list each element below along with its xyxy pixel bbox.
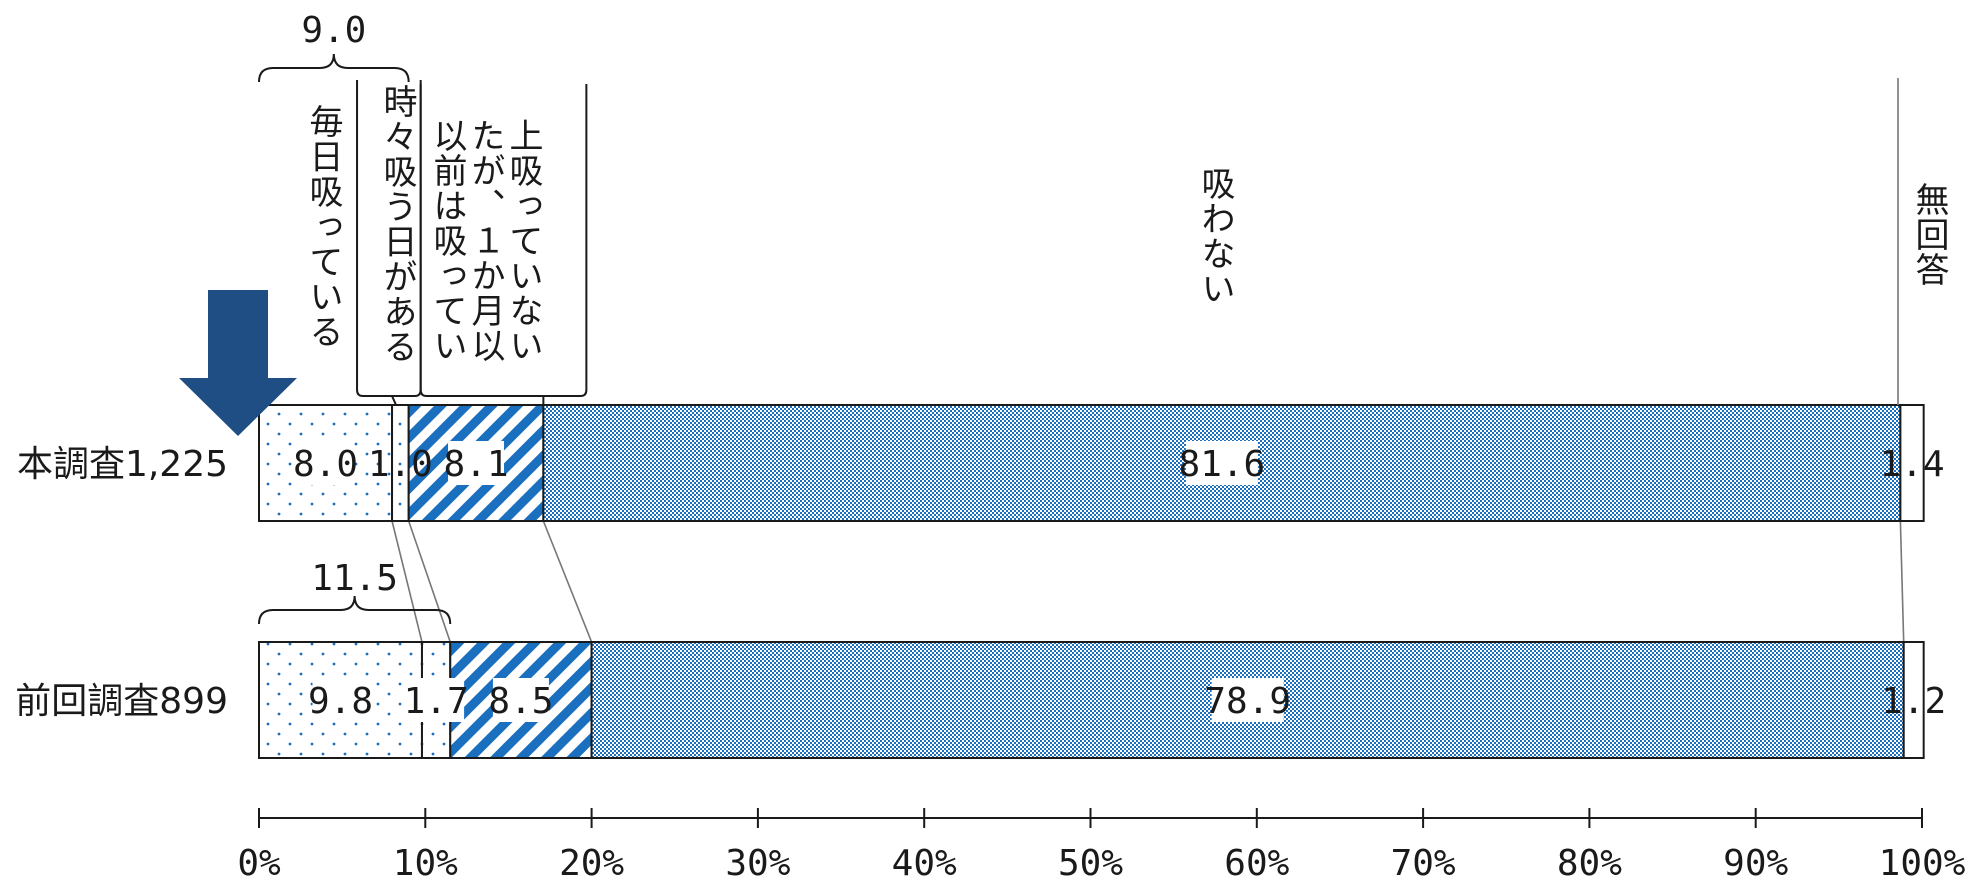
value-label: 9.8: [308, 681, 373, 722]
x-axis: 0% 10% 20% 30% 40% 50% 60% 70% 80% 90% 100%: [237, 808, 1966, 884]
x-tick-label: 0%: [237, 843, 281, 884]
subtotal-brace: [258, 595, 452, 625]
bar-segments: [258, 404, 1925, 759]
value-label: 8.0: [293, 444, 358, 485]
value-label-bg: [448, 441, 505, 485]
series-header-frames: [356, 78, 1899, 406]
value-label-bg: [492, 678, 549, 722]
connector-line: [391, 520, 423, 643]
subtotal-label: 9.0: [301, 10, 366, 51]
x-tick-label: 20%: [559, 843, 624, 884]
subtotal-brackets: 9.0 11.5: [258, 10, 452, 625]
x-tick-label: 30%: [725, 843, 790, 884]
series-header-former-smoker: 上吸っていない たが、１か月以 以前は吸ってい: [427, 118, 543, 363]
subtotal-brace: [258, 53, 410, 83]
value-label: 8.1: [444, 444, 509, 485]
connector-line: [407, 520, 452, 643]
value-label-bg: [1185, 441, 1258, 485]
category-label: 本調査1,225: [17, 444, 228, 485]
category-labels: 本調査1,225 前回調査899: [15, 444, 228, 722]
value-label: 81.6: [1179, 444, 1266, 485]
series-header-non-smoker: 吸わない: [1195, 166, 1235, 306]
value-labels: 8.0 1.0 8.1 81.6 1.4 9.8 1.7 8.5 78.9 1.2: [293, 441, 1946, 722]
down-arrow-icon: [179, 290, 297, 436]
value-label: 8.5: [488, 681, 553, 722]
value-label-bg: [297, 441, 354, 485]
x-tick-label: 90%: [1723, 843, 1788, 884]
value-label: 1.0: [368, 444, 433, 485]
x-tick-label: 10%: [393, 843, 458, 884]
connector-line: [542, 520, 593, 643]
x-tick-label: 70%: [1391, 843, 1456, 884]
category-label: 前回調査899: [15, 681, 228, 722]
x-tick-label: 40%: [892, 843, 957, 884]
value-label-bg: [1211, 678, 1284, 722]
value-label: 1.2: [1881, 681, 1946, 722]
value-label: 78.9: [1204, 681, 1291, 722]
value-label: 1.4: [1880, 444, 1945, 485]
value-label: 1.7: [404, 681, 469, 722]
connector-line: [1899, 520, 1905, 643]
bar-segment: [1902, 641, 1925, 759]
series-header-no-answer: 無回答: [1909, 182, 1949, 287]
bar-segment: [1899, 404, 1925, 522]
x-tick-label: 50%: [1058, 843, 1123, 884]
value-label-bg: [312, 678, 369, 722]
x-tick-label: 80%: [1557, 843, 1622, 884]
header-frame: [419, 84, 588, 397]
header-leader: [391, 395, 397, 406]
segment-connector-lines: [391, 520, 1905, 643]
series-header-occasional-smoker: 時々吸う日がある: [377, 84, 417, 364]
subtotal-label: 11.5: [311, 558, 398, 599]
value-label-bg: [408, 678, 465, 722]
x-tick-label: 100%: [1879, 843, 1966, 884]
x-tick-label: 60%: [1224, 843, 1289, 884]
series-header-daily-smoker: 毎日吸っている: [303, 104, 343, 349]
